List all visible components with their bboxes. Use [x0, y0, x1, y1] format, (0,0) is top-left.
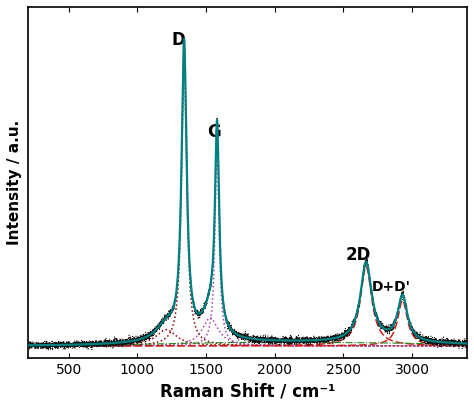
Text: D: D: [172, 31, 185, 49]
Text: 2D: 2D: [346, 246, 371, 265]
Text: G: G: [207, 123, 220, 140]
X-axis label: Raman Shift / cm⁻¹: Raman Shift / cm⁻¹: [160, 382, 335, 400]
Y-axis label: Intensity / a.u.: Intensity / a.u.: [7, 120, 22, 245]
Text: D+D': D+D': [372, 280, 411, 294]
